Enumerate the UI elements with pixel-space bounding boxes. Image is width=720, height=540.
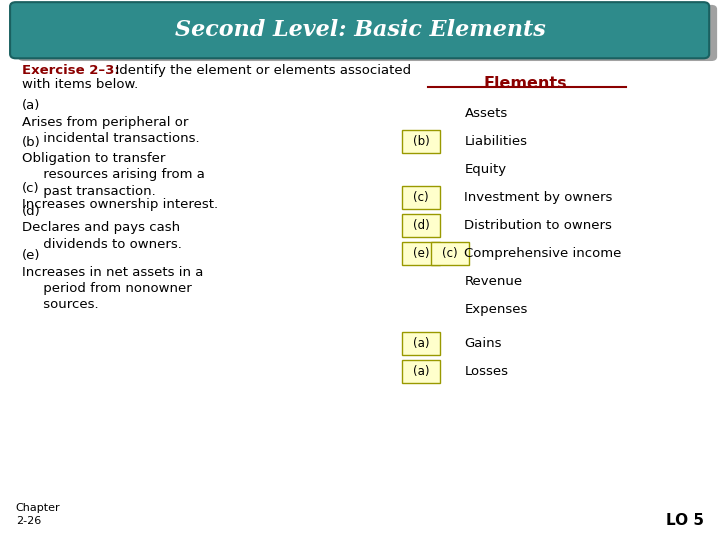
Text: Second Level: Basic Elements: Second Level: Basic Elements	[175, 19, 545, 41]
FancyBboxPatch shape	[10, 2, 709, 58]
Text: period from nonowner: period from nonowner	[22, 282, 192, 295]
Text: (b): (b)	[22, 136, 40, 149]
FancyBboxPatch shape	[431, 242, 469, 265]
Text: Elements: Elements	[484, 76, 567, 91]
Text: Identify the element or elements associated: Identify the element or elements associa…	[107, 64, 410, 77]
Text: Equity: Equity	[464, 163, 507, 176]
Text: Assets: Assets	[464, 107, 508, 120]
Text: (c): (c)	[22, 182, 39, 195]
Text: Distribution to owners: Distribution to owners	[464, 219, 612, 232]
Text: Increases in net assets in a: Increases in net assets in a	[22, 266, 203, 279]
Text: incidental transactions.: incidental transactions.	[22, 132, 199, 145]
Text: (a): (a)	[22, 99, 40, 112]
FancyBboxPatch shape	[402, 360, 440, 383]
Text: Gains: Gains	[464, 337, 502, 350]
Text: LO 5: LO 5	[666, 513, 704, 528]
Text: (a): (a)	[413, 365, 429, 378]
FancyBboxPatch shape	[402, 214, 440, 237]
FancyBboxPatch shape	[402, 130, 440, 153]
Text: (b): (b)	[413, 135, 430, 148]
Text: (e): (e)	[22, 249, 40, 262]
Text: Increases ownership interest.: Increases ownership interest.	[22, 198, 217, 211]
Text: (a): (a)	[413, 337, 429, 350]
Text: Obligation to transfer: Obligation to transfer	[22, 152, 165, 165]
Text: (c): (c)	[442, 247, 458, 260]
Text: (e): (e)	[413, 247, 429, 260]
Text: Declares and pays cash: Declares and pays cash	[22, 221, 180, 234]
Text: Liabilities: Liabilities	[464, 135, 528, 148]
Text: Revenue: Revenue	[464, 275, 523, 288]
Text: resources arising from a: resources arising from a	[22, 168, 204, 181]
Text: (d): (d)	[413, 219, 430, 232]
Text: Losses: Losses	[464, 365, 508, 378]
Text: dividends to owners.: dividends to owners.	[22, 238, 181, 251]
Text: Comprehensive income: Comprehensive income	[464, 247, 622, 260]
FancyBboxPatch shape	[402, 242, 440, 265]
Text: past transaction.: past transaction.	[22, 185, 156, 198]
Text: Exercise 2–3:: Exercise 2–3:	[22, 64, 120, 77]
Text: Chapter
2-26: Chapter 2-26	[16, 503, 60, 526]
FancyBboxPatch shape	[402, 332, 440, 355]
Text: Arises from peripheral or: Arises from peripheral or	[22, 116, 188, 129]
Text: Expenses: Expenses	[464, 303, 528, 316]
Text: with items below.: with items below.	[22, 78, 138, 91]
Text: sources.: sources.	[22, 298, 98, 311]
FancyBboxPatch shape	[402, 186, 440, 209]
FancyBboxPatch shape	[18, 5, 717, 61]
Text: Investment by owners: Investment by owners	[464, 191, 613, 204]
Text: (c): (c)	[413, 191, 429, 204]
Text: (d): (d)	[22, 205, 40, 218]
